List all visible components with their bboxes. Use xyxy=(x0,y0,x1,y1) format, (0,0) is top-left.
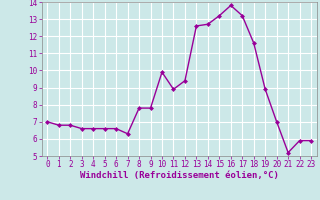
X-axis label: Windchill (Refroidissement éolien,°C): Windchill (Refroidissement éolien,°C) xyxy=(80,171,279,180)
